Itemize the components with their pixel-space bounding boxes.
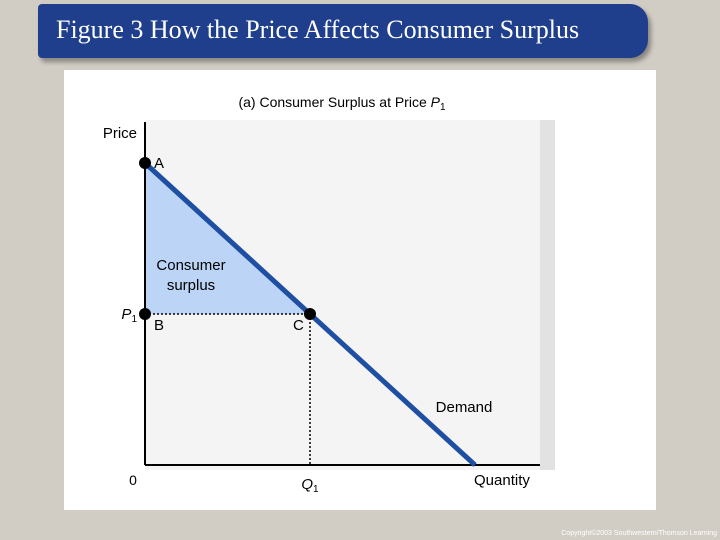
point-label-a: A <box>154 155 164 172</box>
plot-area-edge <box>540 120 555 470</box>
consumer-surplus-label-line-2: surplus <box>167 277 215 294</box>
chart-title: (a) Consumer Surplus at Price P1 <box>238 94 446 113</box>
y-axis-label: Price <box>103 125 137 142</box>
price-tick-p1: P1 <box>121 306 137 325</box>
point-a <box>139 157 151 169</box>
point-c <box>304 308 316 320</box>
quantity-tick-q1: Q1 <box>301 476 319 495</box>
points: A B C <box>139 155 316 334</box>
origin-label: 0 <box>129 472 137 488</box>
point-b <box>139 308 151 320</box>
slide-title: Figure 3 How the Price Affects Consumer … <box>56 15 580 44</box>
slide-header: Figure 3 How the Price Affects Consumer … <box>38 4 648 58</box>
point-label-c: C <box>293 317 304 334</box>
x-axis-label: Quantity <box>474 472 530 489</box>
demand-label: Demand <box>436 399 493 416</box>
copyright-notice: Copyright©2003 Southwestern/Thomson Lear… <box>561 530 717 537</box>
consumer-surplus-label-line-1: Consumer <box>156 257 225 274</box>
point-label-b: B <box>154 317 164 334</box>
